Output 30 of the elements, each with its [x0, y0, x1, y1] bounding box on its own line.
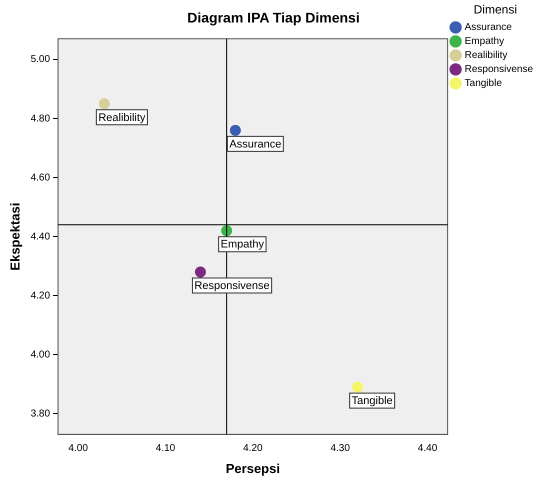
y-axis-title: Ekspektasi [7, 202, 22, 271]
y-tick-label: 4.60 [30, 172, 50, 184]
annotation: Tangible [352, 395, 393, 408]
point [194, 266, 206, 278]
annotation: Empathy [220, 238, 265, 251]
point [352, 382, 364, 393]
legend-label: Realibility [464, 50, 508, 62]
x-tick-label: 4.40 [418, 443, 438, 454]
point [98, 98, 110, 110]
annotation: Responsivense [194, 280, 270, 292]
x-tick-label: 4.00 [68, 443, 88, 454]
y-tick-label: 4.00 [30, 349, 50, 360]
chart-title: Diagram IPA Tiap Dimensi [187, 9, 360, 26]
y-tick-label: 5.00 [30, 54, 50, 66]
x-tick-label: 4.10 [156, 443, 176, 454]
legend-label: Empathy [464, 36, 504, 48]
y-tick-label: 3.80 [30, 408, 50, 420]
y-tick-label: 4.80 [30, 113, 50, 124]
annotation: Realibility [98, 112, 146, 124]
x-axis-title: Persepsi [226, 460, 280, 476]
x-tick-label: 4.20 [243, 443, 264, 454]
point [230, 124, 241, 136]
y-tick-label: 4.40 [30, 231, 50, 242]
legend-title: Dimensi [474, 2, 517, 16]
y-tick-label: 4.20 [30, 290, 50, 302]
legend-label: Tangible [464, 78, 502, 90]
legend-label: Assurance [464, 22, 512, 34]
annotation: Assurance [229, 138, 282, 150]
x-tick-label: 4.30 [330, 443, 350, 454]
legend-label: Responsivense [464, 64, 534, 76]
